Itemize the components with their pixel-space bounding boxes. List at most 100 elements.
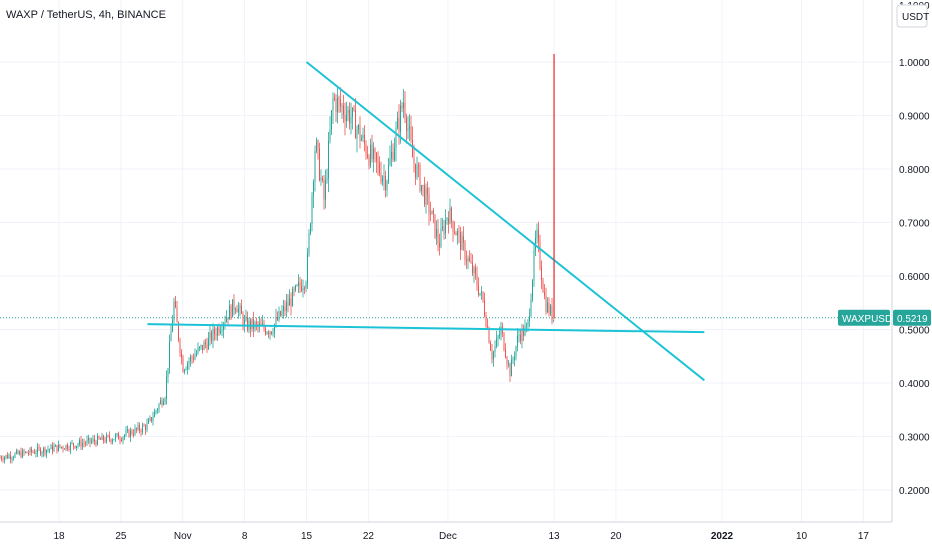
candle-body (308, 233, 310, 254)
candle-body (403, 102, 404, 109)
candle-body (124, 435, 125, 438)
candle-body (283, 306, 284, 311)
candle-body (397, 117, 398, 129)
candle-body (392, 151, 394, 161)
price-axis[interactable]: 1.0000 0.9000 0.8000 0.7000 0.6000 0.5000 0.40… (899, 58, 930, 497)
candle-body (239, 305, 241, 309)
candle-body (49, 449, 50, 451)
candle-body (238, 308, 239, 313)
candle-body (305, 283, 307, 288)
candle-body (23, 450, 25, 453)
candle-body (538, 229, 539, 242)
candle-body (491, 350, 493, 360)
candle-body (271, 331, 272, 334)
candle-body (89, 437, 91, 443)
candle-body (298, 282, 299, 286)
candle-body (128, 429, 130, 438)
candle-body (262, 323, 263, 325)
candle-body (70, 443, 71, 450)
candle-body (499, 334, 500, 337)
time-tick-label: 10 (796, 531, 808, 542)
time-tick-label: 25 (115, 531, 127, 542)
candle-body (553, 319, 554, 321)
candle-body (44, 447, 46, 454)
candle-body (419, 165, 421, 191)
candle-body (428, 194, 430, 214)
candle-body (475, 267, 476, 275)
candle-body (68, 449, 70, 451)
price-tick-label: 0.4000 (899, 379, 930, 390)
candle-body (544, 292, 545, 296)
candle-body (52, 445, 53, 452)
unit-badge[interactable] (896, 4, 928, 28)
candle-body (463, 236, 464, 243)
candle-body (167, 368, 169, 378)
price-tick-label: 0.3000 (899, 433, 930, 444)
candle-body (338, 97, 340, 100)
candle-body (481, 291, 482, 294)
candle-body (446, 218, 448, 220)
candle-body (112, 440, 113, 442)
candle-body (208, 338, 209, 350)
candle-body (473, 267, 475, 274)
candle-body (272, 332, 274, 334)
candle-body (521, 328, 523, 341)
candle-body (302, 287, 304, 291)
candle-body (257, 323, 259, 326)
candle-body (395, 128, 397, 148)
candle-body (409, 126, 410, 129)
candle-body (352, 107, 353, 117)
candle-body (206, 344, 208, 350)
candle-body (268, 332, 269, 334)
candle-body (100, 438, 101, 440)
candle-body (140, 430, 142, 432)
candle-body (91, 441, 92, 443)
candle-body (215, 334, 217, 336)
candle-body (391, 151, 392, 159)
candle-body (224, 322, 226, 325)
candle-body (236, 309, 238, 313)
candle-body (58, 444, 59, 452)
candle-body (323, 180, 325, 200)
candle-body (17, 450, 19, 454)
candle-body (289, 298, 290, 306)
candle-body (7, 455, 8, 459)
candle-body (85, 443, 86, 445)
candle-body (500, 326, 502, 335)
candle-body (443, 226, 445, 234)
support-trendline[interactable] (147, 323, 705, 334)
candle-body (406, 117, 407, 131)
candle-body (148, 420, 149, 424)
candle-body (77, 444, 79, 446)
candle-body (494, 346, 496, 352)
candle-body (203, 342, 205, 351)
candle-body (293, 289, 295, 291)
candle-body (382, 177, 383, 182)
candle-body (490, 342, 491, 351)
candle-body (275, 316, 277, 325)
candle-body (173, 301, 175, 321)
candle-body (92, 439, 94, 442)
candle-body (220, 330, 221, 333)
candle-body (512, 359, 514, 361)
candle-body (337, 97, 338, 113)
candle-body (226, 317, 227, 323)
candle-body (79, 440, 80, 445)
candle-body (223, 324, 224, 330)
candle-body (50, 445, 52, 450)
descending-trendline[interactable] (305, 61, 705, 382)
candle-body (412, 139, 413, 158)
candle-body (469, 257, 470, 261)
time-axis[interactable]: 18 25 Nov 8 15 22 Dec 13 20 2022 10 17 (53, 531, 869, 542)
candle-body (212, 328, 214, 342)
candle-body (545, 295, 547, 313)
symbol-badge (838, 309, 890, 326)
unit-label: USDT (902, 12, 929, 23)
candle-body (185, 368, 187, 370)
candle-body (227, 317, 229, 320)
time-tick-label: 8 (242, 531, 248, 542)
candle-body (109, 435, 110, 440)
candle-body (425, 188, 427, 205)
candle-body (482, 291, 484, 301)
